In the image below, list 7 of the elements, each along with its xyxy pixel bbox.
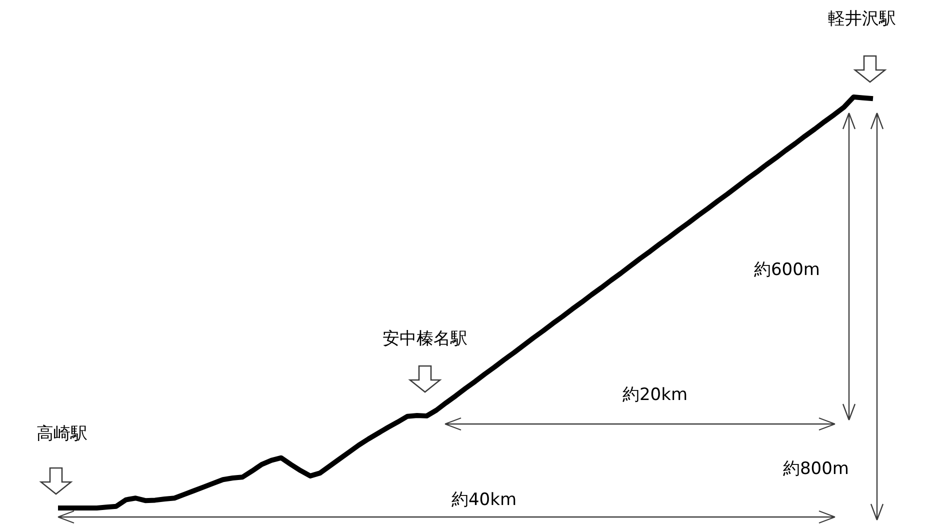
annotation: 約600m bbox=[754, 260, 820, 280]
annotation: 安中榛名駅 bbox=[382, 329, 468, 349]
annotation: 約20km bbox=[622, 385, 688, 405]
annotation: 約800m bbox=[782, 459, 850, 479]
text: 軽井沢駅 bbox=[828, 9, 896, 29]
annotation: 約40km bbox=[451, 490, 517, 510]
annotation: 高崎駅 bbox=[36, 424, 88, 444]
